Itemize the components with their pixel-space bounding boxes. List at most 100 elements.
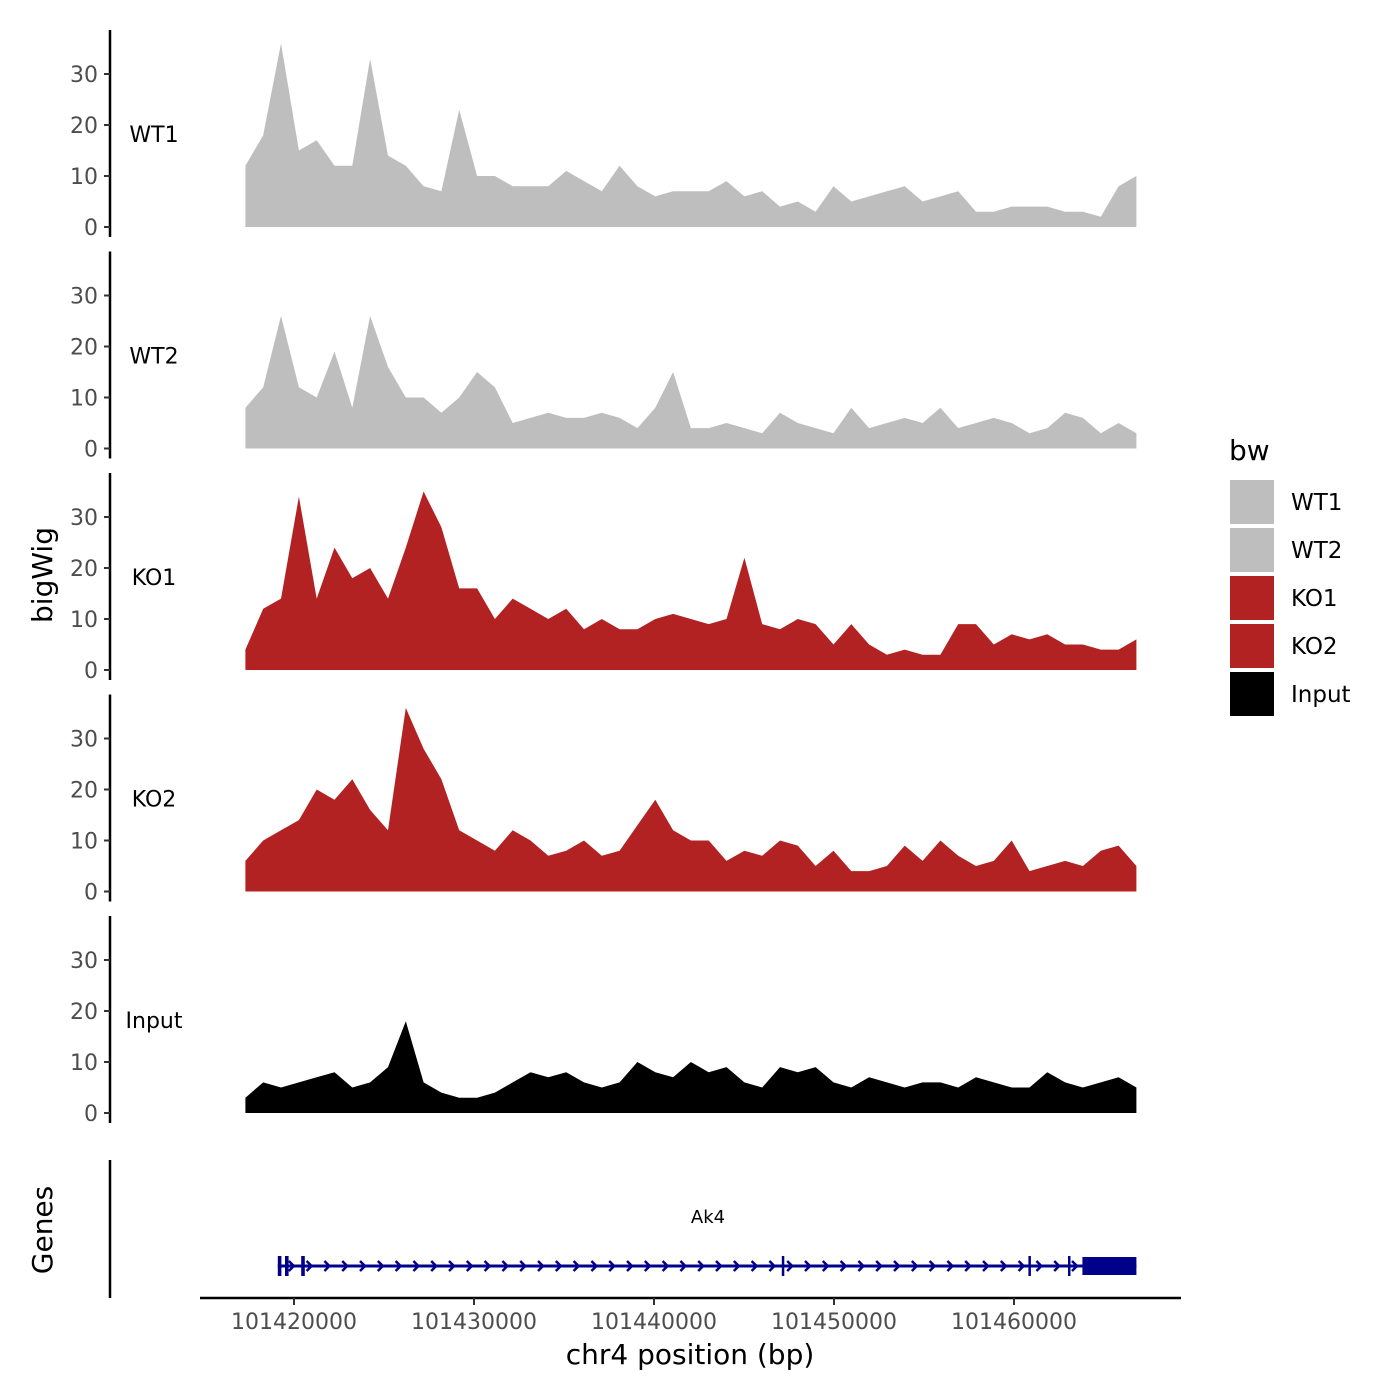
gene-exon [1028, 1256, 1031, 1276]
strand-arrow-icon [928, 1260, 937, 1272]
strand-arrow-icon [768, 1260, 777, 1272]
y-tick-label: 30 [70, 728, 98, 753]
gene-exon [277, 1256, 282, 1276]
strand-arrow-icon [964, 1260, 972, 1272]
y-tick-label: 20 [70, 779, 98, 804]
strand-arrow-icon [465, 1260, 474, 1272]
track-input: 0 10 20 30 Input [70, 916, 1137, 1127]
y-axis-title: bigWig [26, 527, 59, 623]
legend-swatch [1230, 480, 1274, 524]
y-tick-label: 20 [70, 1000, 98, 1025]
legend-label: WT2 [1291, 538, 1342, 564]
y-tick-label: 30 [70, 949, 98, 974]
legend-title: bw [1229, 434, 1270, 467]
y-tick-label: 30 [70, 506, 98, 531]
track-wt1: 0 10 20 30 WT1 [70, 30, 1137, 241]
y-tick-label: 30 [70, 63, 98, 88]
strand-arrow-icon [608, 1260, 616, 1272]
track-label: KO2 [132, 788, 177, 813]
y-tick-label: 20 [70, 336, 98, 361]
track-label: WT2 [129, 345, 178, 370]
x-tick-label: 101460000 [951, 1310, 1077, 1335]
strand-arrow-icon [394, 1260, 403, 1272]
y-tick-label: 10 [70, 387, 98, 412]
strand-arrow-icon [857, 1260, 866, 1272]
strand-arrow-icon [430, 1260, 438, 1272]
strand-arrow-icon [982, 1260, 990, 1272]
strand-arrow-icon [786, 1260, 794, 1272]
strand-arrow-icon [750, 1260, 759, 1272]
y-tick-label: 0 [84, 216, 98, 241]
strand-arrow-icon [483, 1260, 492, 1272]
track-ko1: 0 10 20 30 KO1 [70, 473, 1137, 684]
signal-area-wt1 [245, 43, 1137, 228]
signal-area-ko1 [245, 491, 1137, 670]
gene-exon [1068, 1256, 1071, 1276]
strand-arrow-icon [359, 1260, 367, 1272]
strand-arrow-icon [590, 1260, 599, 1272]
legend-label: Input [1291, 682, 1351, 708]
strand-arrow-icon [999, 1260, 1008, 1272]
strand-arrow-icon [679, 1260, 688, 1272]
strand-arrow-icon [821, 1260, 830, 1272]
strand-arrow-icon [537, 1260, 545, 1272]
strand-arrow-icon [1017, 1260, 1026, 1272]
y-tick-label: 10 [70, 830, 98, 855]
track-label: WT1 [129, 123, 178, 148]
x-tick-label: 101430000 [411, 1310, 537, 1335]
legend-swatch [1230, 624, 1274, 668]
x-axis-title: chr4 position (bp) [566, 1338, 815, 1371]
strand-arrow-icon [287, 1260, 296, 1272]
legend-label: KO2 [1291, 634, 1338, 660]
strand-arrow-icon [448, 1260, 456, 1272]
track-wt2: 0 10 20 30 WT2 [70, 251, 1137, 463]
track-ko2: 0 10 20 30 KO2 [70, 694, 1137, 906]
strand-arrow-icon [376, 1260, 385, 1272]
strand-arrow-icon [946, 1260, 955, 1272]
y-tick-label: 10 [70, 165, 98, 190]
strand-arrow-icon [572, 1260, 581, 1272]
strand-arrow-icon [839, 1260, 848, 1272]
legend-label: KO1 [1291, 586, 1338, 612]
strand-arrow-icon [501, 1260, 510, 1272]
legend-swatch [1230, 528, 1274, 572]
track-label: KO1 [132, 566, 177, 591]
strand-arrow-icon [661, 1260, 670, 1272]
y-tick-label: 0 [84, 881, 98, 906]
strand-arrow-icon [554, 1260, 563, 1272]
strand-arrow-icon [305, 1260, 314, 1272]
strand-arrow-icon [323, 1260, 332, 1272]
strand-arrow-icon [1053, 1260, 1061, 1272]
legend-swatch [1230, 672, 1274, 716]
signal-area-input [245, 1021, 1137, 1113]
legend-label: WT1 [1291, 490, 1342, 516]
strand-arrow-icon [519, 1260, 527, 1272]
strand-arrow-icon [341, 1260, 349, 1272]
genes-panel-title: Genes [26, 1186, 59, 1274]
y-tick-label: 30 [70, 285, 98, 310]
strand-arrow-icon [875, 1260, 883, 1272]
track-label: Input [126, 1009, 183, 1034]
strand-arrow-icon [1071, 1260, 1079, 1272]
y-tick-label: 0 [84, 438, 98, 463]
strand-arrow-icon [804, 1260, 812, 1272]
strand-arrow-icon [732, 1260, 741, 1272]
gene-exon [285, 1256, 289, 1276]
y-tick-label: 0 [84, 659, 98, 684]
legend-swatch [1230, 576, 1274, 620]
y-tick-label: 20 [70, 557, 98, 582]
gene-label: Ak4 [691, 1207, 725, 1228]
strand-arrow-icon [412, 1260, 421, 1272]
signal-area-wt2 [245, 315, 1137, 449]
y-tick-label: 10 [70, 608, 98, 633]
x-tick-label: 101450000 [771, 1310, 897, 1335]
strand-arrow-icon [1035, 1260, 1044, 1272]
y-tick-label: 0 [84, 1102, 98, 1127]
gene-exon [781, 1256, 785, 1276]
strand-arrow-icon [910, 1260, 919, 1272]
gene-exon [1082, 1257, 1137, 1275]
y-tick-label: 10 [70, 1051, 98, 1076]
gene-exon [301, 1256, 305, 1276]
x-tick-label: 101440000 [591, 1310, 717, 1335]
